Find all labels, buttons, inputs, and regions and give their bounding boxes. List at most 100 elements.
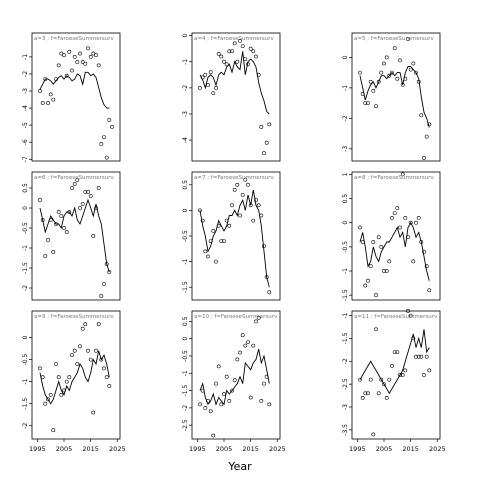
- observation-point: [427, 122, 432, 127]
- y-tick-label: -4: [182, 137, 189, 143]
- fit-line: [359, 329, 430, 395]
- observation-point: [91, 410, 96, 415]
- panel-label: a=10 ; f=FaroeseSummersurv: [194, 314, 278, 320]
- observation-point: [96, 63, 101, 68]
- observation-point: [243, 177, 248, 182]
- observation-point: [246, 182, 250, 187]
- observation-point: [267, 290, 272, 295]
- observation-point: [40, 101, 45, 105]
- observation-point: [262, 244, 266, 249]
- observation-point: [54, 362, 58, 366]
- y-tick-label: -2: [182, 85, 189, 91]
- fit-line: [199, 348, 270, 406]
- observation-point: [395, 206, 400, 211]
- observation-point: [102, 282, 106, 286]
- observation-point: [46, 238, 50, 242]
- observation-point: [398, 373, 402, 377]
- observation-point: [264, 374, 269, 379]
- observation-point: [360, 395, 365, 400]
- observation-point: [43, 254, 48, 258]
- observation-point: [230, 388, 234, 393]
- observation-point: [251, 343, 256, 348]
- observation-point: [248, 203, 253, 208]
- x-tick-label: 2015: [242, 445, 259, 453]
- y-tick-label: -5: [22, 122, 29, 128]
- observation-point: [80, 60, 85, 64]
- observation-point: [67, 210, 72, 214]
- x-tick-label: 2005: [376, 445, 393, 453]
- panel-label: a=8 ; f=FaroeseSummersurv: [354, 175, 434, 181]
- observation-point: [224, 62, 229, 67]
- y-tick-label: -1.5: [182, 281, 189, 293]
- observation-point: [83, 322, 88, 327]
- observation-point: [51, 97, 56, 102]
- observation-point: [67, 49, 72, 54]
- observation-point: [107, 270, 112, 274]
- x-axis-label: Year: [227, 460, 252, 473]
- y-tick-label: -1: [22, 378, 29, 384]
- panel-frame: [351, 171, 441, 301]
- observation-point: [371, 432, 376, 437]
- y-tick-label: -3: [342, 146, 349, 152]
- observation-point: [208, 409, 213, 414]
- observation-point: [86, 46, 90, 51]
- y-tick-label: -1: [22, 54, 29, 60]
- observation-point: [70, 186, 74, 190]
- observation-point: [408, 67, 413, 72]
- panel-label: a=6 ; f=FaroeseSummersurv: [34, 175, 114, 181]
- observation-point: [224, 218, 229, 223]
- observation-point: [208, 70, 213, 75]
- observation-point: [363, 101, 368, 106]
- observation-point: [46, 397, 50, 402]
- observation-point: [267, 402, 272, 407]
- observation-point: [72, 348, 77, 353]
- y-tick-label: 0: [182, 208, 189, 212]
- observation-point: [72, 182, 77, 186]
- panel-label: a=9 ; f=FaroeseSummersurv: [34, 314, 114, 320]
- observation-point: [80, 202, 85, 206]
- observation-point: [86, 190, 90, 194]
- observation-point: [62, 53, 66, 58]
- y-tick-label: 0.5: [22, 183, 29, 193]
- chart-panel: -2.5 -2 -1.5 -1 -0.5 0 0.5 1995 2005 2015 2025 a=10…: [182, 310, 286, 453]
- observation-point: [400, 172, 405, 177]
- observation-point: [235, 182, 240, 187]
- observation-point: [259, 398, 264, 403]
- chart-panel: -3.5 -3 -2.5 -2 -1.5 -1 1995 2005 2015 2025 a=11 ;…: [342, 309, 446, 453]
- y-tick-label: -0.5: [182, 350, 189, 362]
- panel-frame: [31, 310, 121, 440]
- observation-point: [206, 398, 210, 403]
- observation-point: [232, 378, 237, 383]
- observation-point: [376, 79, 381, 84]
- observation-point: [398, 58, 402, 63]
- observation-point: [38, 198, 42, 202]
- x-tick-label: 1995: [349, 445, 366, 453]
- y-tick-label: -0.5: [22, 222, 29, 234]
- observation-point: [395, 350, 400, 355]
- y-tick-label: 0: [182, 34, 189, 38]
- observation-point: [94, 53, 98, 58]
- observation-point: [62, 388, 66, 393]
- y-tick-label: 0.5: [182, 316, 189, 326]
- observation-point: [384, 395, 389, 400]
- panel-frame: [191, 310, 281, 440]
- observation-point: [403, 215, 408, 220]
- observation-point: [107, 118, 112, 122]
- y-tick-label: 0.5: [342, 194, 349, 204]
- observation-point: [427, 288, 432, 293]
- observation-point: [222, 59, 226, 64]
- observation-point: [360, 240, 365, 244]
- chart-panel: -4 -3 -2 -1 0 a=4 ; f=FaroeseSummersurv: [182, 32, 281, 162]
- observation-point: [211, 91, 216, 96]
- observation-point: [379, 70, 384, 75]
- observation-point: [416, 215, 421, 220]
- y-tick-label: 1: [342, 172, 349, 176]
- observation-point: [214, 381, 218, 386]
- observation-point: [363, 283, 368, 288]
- observation-point: [419, 240, 424, 244]
- observation-point: [387, 259, 392, 264]
- observation-point: [251, 218, 256, 223]
- observation-point: [416, 354, 421, 359]
- observation-point: [214, 259, 218, 264]
